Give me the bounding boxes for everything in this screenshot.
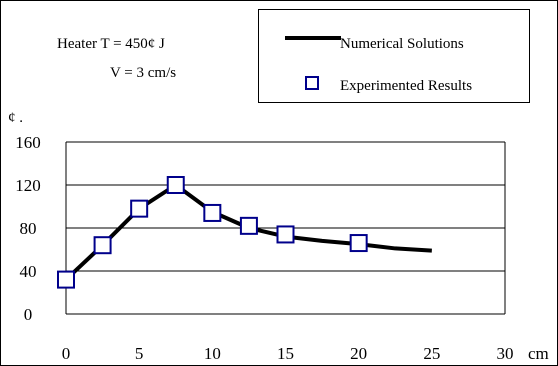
- data-point-4: [203, 203, 222, 222]
- legend-marker-swatch: [305, 76, 319, 90]
- legend-swatches: [285, 36, 341, 90]
- y-tick-label-120: 120: [15, 176, 41, 195]
- y-tick-label-0: 0: [24, 305, 33, 324]
- legend-marker-label: Experimented Results: [340, 78, 473, 94]
- velocity-annotation: V = 3 cm/s: [110, 65, 177, 81]
- y-tick-label-40: 40: [20, 262, 37, 281]
- data-point-1: [93, 236, 112, 255]
- x-tick-label-15: 15: [277, 344, 294, 363]
- x-tick-label-0: 0: [62, 344, 71, 363]
- data-point-6: [276, 225, 295, 244]
- data-point-3: [166, 176, 185, 194]
- y-tick-label-80: 80: [20, 219, 37, 238]
- x-tick-label-30: 30: [497, 344, 514, 363]
- heater-annotation: Heater T = 450¢ J: [57, 36, 165, 52]
- data-point-5: [239, 216, 258, 235]
- y-axis-unit: ¢ .: [8, 110, 23, 126]
- data-point-2: [130, 199, 149, 218]
- y-tick-label-160: 160: [15, 133, 41, 152]
- data-point-7: [349, 234, 368, 253]
- x-axis-unit: cm: [528, 344, 549, 363]
- x-tick-label-5: 5: [135, 344, 144, 363]
- x-tick-label-20: 20: [350, 344, 367, 363]
- legend: Numerical Solutions Experimented Results: [258, 9, 530, 103]
- legend-line-label: Numerical Solutions: [340, 36, 464, 52]
- x-tick-label-25: 25: [423, 344, 440, 363]
- data-point-0: [57, 270, 75, 289]
- x-tick-label-10: 10: [204, 344, 221, 363]
